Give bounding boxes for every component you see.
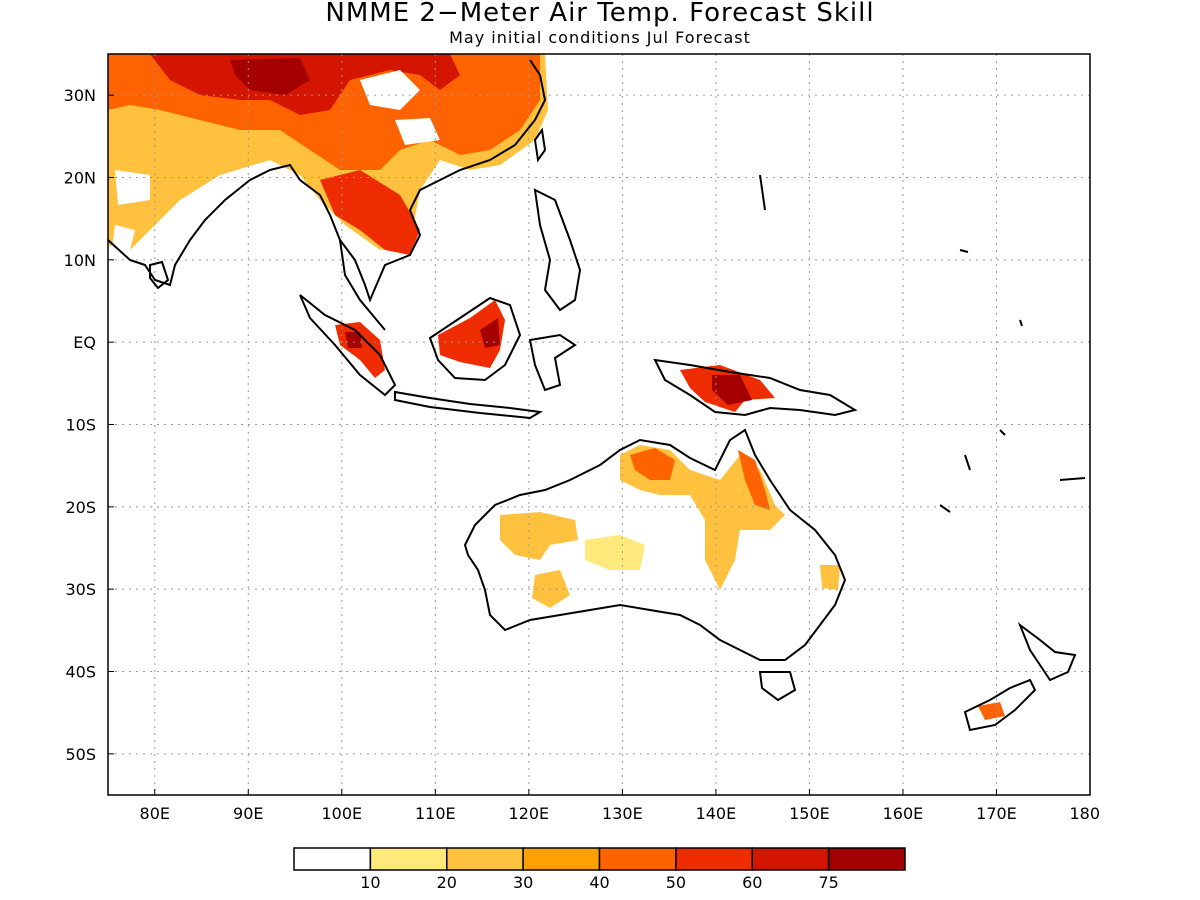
australia-skill-west	[500, 512, 578, 560]
australia-skill-east	[820, 565, 840, 590]
lon-tick-label: 160E	[883, 804, 924, 823]
pacific-islands	[759, 174, 1086, 513]
taiwan-coast	[533, 127, 547, 163]
colorbar-label: 10	[360, 873, 380, 892]
coastlines	[108, 59, 1086, 732]
lat-tick-label: 20N	[64, 169, 96, 188]
nz-skill-region	[978, 702, 1005, 720]
lon-tick-label: 80E	[140, 804, 170, 823]
lat-tick-label: 30S	[65, 580, 96, 599]
asia-skill-region-max	[230, 58, 310, 95]
colorbar-swatch	[293, 847, 372, 871]
lon-tick-labels: 80E 90E 100E 110E 120E 130E 140E 150E 160E 170E 18…	[140, 789, 1100, 823]
skill-shading	[108, 54, 1005, 720]
colorbar-swatch	[598, 847, 677, 871]
colorbar-swatch	[827, 847, 906, 871]
colorbar-swatch	[675, 847, 753, 871]
white-patch	[112, 70, 440, 250]
indochina-skill-region	[320, 170, 420, 255]
lon-tick-label: 100E	[321, 804, 362, 823]
philippines-coast	[533, 188, 582, 312]
lon-tick-label: 150E	[789, 804, 830, 823]
newguinea-skill-max	[712, 375, 752, 405]
sumatra-skill-region	[335, 322, 385, 378]
sumatra-coast	[299, 294, 397, 397]
colorbar-swatch	[522, 847, 601, 871]
india-coast	[108, 163, 321, 287]
colorbar-label: 60	[742, 873, 762, 892]
java-coast	[394, 390, 543, 420]
nz-south-coast	[963, 678, 1037, 732]
eastasia-coast	[319, 59, 547, 303]
sulawesi-coast	[528, 333, 577, 392]
srilanka-coast	[149, 260, 170, 290]
map-subtitle: May initial conditions Jul Forecast	[449, 28, 751, 47]
lat-tick-label: 50S	[65, 745, 96, 764]
colorbar-swatch	[369, 847, 448, 871]
lat-tick-label: 10N	[64, 251, 96, 270]
lat-tick-label: 10S	[65, 416, 96, 435]
nz-north-coast	[1017, 622, 1077, 682]
lat-tick-label: 30N	[64, 86, 96, 105]
colorbar-swatch	[446, 847, 524, 871]
asia-skill-region-peak	[150, 54, 460, 115]
lon-tick-label: 130E	[602, 804, 643, 823]
lon-tick-label: 180	[1069, 804, 1100, 823]
tasmania-coast	[758, 671, 797, 702]
borneo-skill-region	[438, 300, 505, 368]
colorbar-label: 30	[513, 873, 533, 892]
newguinea-coast	[653, 358, 858, 417]
colorbar-label: 75	[818, 873, 838, 892]
lon-tick-label: 110E	[415, 804, 456, 823]
colorbar-label: 40	[589, 873, 609, 892]
borneo-coast	[428, 296, 522, 382]
sumatra-skill-max	[345, 332, 362, 348]
lat-tick-labels: 30N 20N 10N EQ 10S 20S 30S 40S 50S	[64, 86, 114, 764]
map-title: NMME 2−Meter Air Temp. Forecast Skill	[325, 0, 875, 28]
australia-skill-north-high	[630, 448, 770, 510]
lon-tick-label: 140E	[696, 804, 737, 823]
colorbar-label: 50	[666, 873, 686, 892]
australia-skill-north	[620, 445, 785, 590]
colorbar-swatch	[751, 847, 830, 871]
lon-tick-label: 120E	[509, 804, 550, 823]
colorbar-label: 20	[437, 873, 457, 892]
australia-skill-central	[585, 535, 645, 570]
malay-peninsula-coast	[339, 239, 386, 331]
borneo-skill-max	[480, 318, 500, 348]
lat-tick-label: 20S	[65, 498, 96, 517]
australia-coast	[463, 428, 847, 661]
colorbar: 10 20 30 40 50 60 75	[293, 847, 906, 892]
lat-tick-label: EQ	[73, 333, 96, 352]
lon-tick-label: 90E	[233, 804, 263, 823]
lon-tick-label: 170E	[976, 804, 1017, 823]
lat-tick-label: 40S	[65, 663, 96, 682]
grid-lines	[108, 54, 1090, 795]
